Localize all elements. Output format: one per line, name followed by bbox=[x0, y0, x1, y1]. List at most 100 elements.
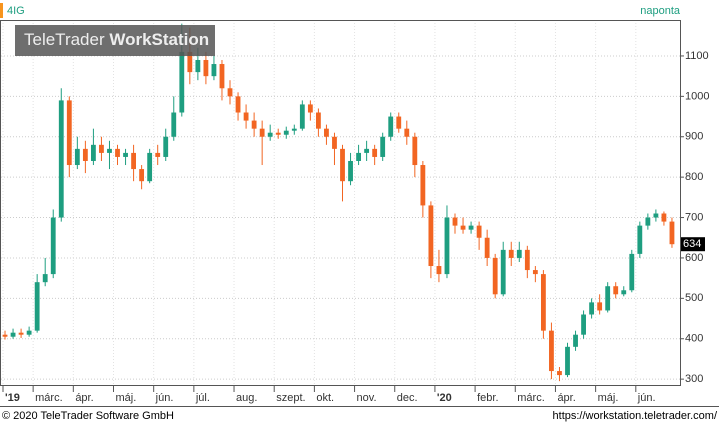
candle bbox=[74, 136, 80, 170]
x-tick-label: márc. bbox=[35, 392, 63, 404]
x-tick-label: jún. bbox=[637, 392, 656, 404]
candle-body bbox=[235, 96, 241, 113]
candle bbox=[412, 132, 418, 178]
x-tick-label: nov. bbox=[357, 392, 377, 404]
candle bbox=[476, 221, 482, 250]
candle bbox=[468, 221, 474, 234]
candle bbox=[380, 132, 386, 161]
candle-body bbox=[444, 217, 450, 275]
candle-body bbox=[58, 100, 64, 218]
candle-body bbox=[565, 346, 570, 376]
candle-body bbox=[597, 302, 603, 311]
candle-body bbox=[380, 136, 386, 157]
candle-body bbox=[436, 266, 442, 275]
candle bbox=[219, 59, 225, 101]
candle bbox=[573, 330, 578, 351]
candle bbox=[66, 96, 72, 178]
candle-body bbox=[66, 100, 72, 166]
candle bbox=[211, 55, 217, 81]
candle-body bbox=[171, 112, 177, 137]
candle-body bbox=[460, 225, 466, 230]
candle bbox=[315, 108, 321, 137]
candle-body bbox=[259, 128, 265, 137]
candle bbox=[26, 326, 32, 337]
watermark-box bbox=[15, 25, 215, 56]
candle-body bbox=[492, 257, 498, 295]
candle bbox=[90, 128, 96, 166]
candle bbox=[147, 148, 153, 184]
watermark: TeleTrader WorkStation bbox=[24, 30, 209, 49]
candle-body bbox=[10, 332, 16, 337]
candle bbox=[508, 241, 514, 267]
candle-body bbox=[315, 112, 321, 129]
candle-body bbox=[532, 270, 538, 275]
candle bbox=[99, 136, 104, 161]
candle bbox=[259, 120, 265, 166]
candle-body bbox=[155, 152, 161, 157]
candle bbox=[452, 213, 458, 234]
candle bbox=[251, 112, 257, 137]
candle bbox=[637, 221, 643, 258]
candle-body bbox=[227, 88, 233, 97]
candle bbox=[549, 322, 554, 380]
candle bbox=[171, 96, 177, 141]
candle-body bbox=[2, 334, 8, 337]
candle-body bbox=[147, 152, 153, 182]
candle bbox=[613, 282, 619, 299]
candle bbox=[565, 342, 570, 378]
candle-body bbox=[42, 274, 48, 283]
candle bbox=[299, 100, 305, 131]
candle-body bbox=[388, 116, 394, 137]
x-tick-label: jún. bbox=[155, 392, 174, 404]
y-tick-label: 600 bbox=[685, 252, 703, 264]
candle bbox=[34, 274, 40, 333]
candle bbox=[115, 144, 120, 166]
candle-body bbox=[251, 120, 257, 129]
candle-body bbox=[267, 132, 273, 137]
candle-body bbox=[364, 148, 370, 153]
candle-body bbox=[283, 130, 289, 135]
candle bbox=[621, 286, 627, 297]
candle-body bbox=[637, 225, 643, 254]
candle-body bbox=[50, 217, 56, 275]
candle bbox=[492, 253, 498, 299]
x-tick-label: aug. bbox=[236, 392, 257, 404]
candle-body bbox=[613, 286, 619, 295]
candle bbox=[324, 124, 329, 145]
candle-body bbox=[18, 332, 24, 335]
last-value-box bbox=[681, 237, 705, 252]
footer-right: https://workstation.teletrader.com/ bbox=[553, 410, 718, 422]
candle bbox=[484, 229, 490, 267]
candle bbox=[356, 144, 361, 166]
last-value-label: 634 bbox=[683, 238, 701, 250]
candle-body bbox=[516, 249, 522, 258]
x-tick-label: dec. bbox=[397, 392, 418, 404]
candle bbox=[364, 140, 370, 161]
candle bbox=[669, 217, 675, 248]
candle-body bbox=[661, 213, 667, 222]
candle-body bbox=[243, 112, 249, 121]
candle bbox=[428, 201, 434, 279]
candle bbox=[348, 152, 353, 186]
candle bbox=[227, 80, 233, 105]
candle bbox=[372, 144, 378, 166]
chart-subtitle: naponta bbox=[640, 5, 681, 17]
x-tick-label: ápr. bbox=[75, 392, 93, 404]
candle-body bbox=[356, 152, 361, 161]
x-tick-label: okt. bbox=[316, 392, 334, 404]
y-tick-label: 300 bbox=[685, 373, 703, 385]
x-tick-label: júl. bbox=[195, 392, 210, 404]
plot: 300 400 500 600 700 800 900 1000 1100 '19 márc. ápr… bbox=[1, 20, 709, 404]
candle bbox=[396, 112, 402, 133]
candle-body bbox=[500, 249, 506, 295]
candle-body bbox=[332, 136, 337, 149]
candle bbox=[50, 209, 56, 279]
candle-body bbox=[573, 334, 578, 347]
candle bbox=[404, 120, 410, 145]
candle bbox=[605, 282, 611, 313]
candle bbox=[82, 140, 88, 174]
candle-body bbox=[508, 249, 514, 258]
candle-body bbox=[428, 205, 434, 267]
candle-body bbox=[139, 169, 145, 182]
x-tick-label: máj. bbox=[598, 392, 619, 404]
